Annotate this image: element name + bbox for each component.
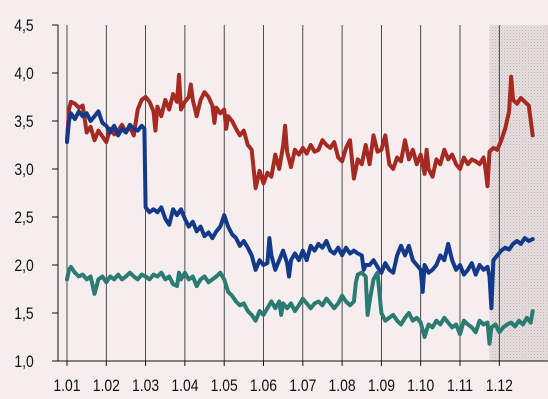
series-line-2 (65, 109, 535, 311)
forecast-shade (489, 25, 548, 361)
x-tick-label: 1.11 (447, 377, 473, 396)
x-tick-label: 1.03 (132, 377, 159, 396)
y-tick-label: 2,0 (14, 257, 34, 276)
x-tick-label: 1.01 (53, 377, 80, 396)
x-tick-label: 1.07 (289, 377, 316, 396)
y-tick-label: 4,5 (14, 17, 33, 36)
y-tick-label: 1,0 (14, 353, 34, 372)
y-tick-label: 1,5 (14, 305, 33, 324)
series-line-3 (65, 264, 535, 346)
x-tick-label: 1.08 (329, 377, 356, 396)
x-tick-label: 1.10 (407, 377, 434, 396)
y-tick-label: 3,5 (14, 113, 33, 132)
x-tick-label: 1.05 (211, 377, 238, 396)
y-tick-label: 4,0 (14, 65, 34, 84)
y-tick-label: 3,0 (14, 161, 34, 180)
y-tick-label: 2,5 (14, 209, 33, 228)
x-tick-label: 1.12 (486, 377, 513, 396)
x-tick-label: 1.02 (93, 377, 120, 396)
x-tick-label: 1.04 (171, 377, 198, 396)
x-tick-label: 1.09 (368, 377, 395, 396)
x-tick-label: 1.06 (250, 377, 277, 396)
series-line-1 (65, 72, 535, 191)
